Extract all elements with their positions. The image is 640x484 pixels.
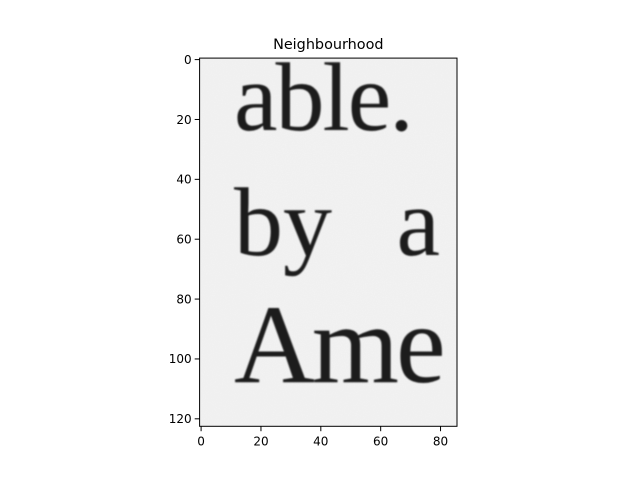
x-tick-label-1: 20 [253, 434, 268, 448]
y-tick-label-5: 100 [169, 352, 192, 366]
chart-title: Neighbourhood [273, 37, 383, 53]
y-tick-label-1: 20 [176, 113, 191, 127]
image-paper-texture [199, 58, 457, 427]
y-tick-label-6: 120 [169, 412, 192, 426]
image-text-line-2: by a [234, 169, 440, 277]
y-axis: 0 20 40 60 80 100 120 [169, 53, 200, 426]
y-tick-label-2: 40 [176, 173, 191, 187]
y-tick-label-3: 60 [176, 233, 191, 247]
x-tick-label-2: 40 [313, 434, 328, 448]
plot-image: able. by a Ame [199, 44, 457, 427]
x-axis: 0 20 40 60 80 [197, 426, 448, 448]
x-tick-label-0: 0 [197, 434, 205, 448]
y-tick-label-4: 80 [176, 292, 191, 306]
image-text-line-1: able. [234, 44, 412, 152]
x-tick-label-3: 60 [373, 434, 388, 448]
y-tick-label-0: 0 [184, 53, 192, 67]
axes-frame [199, 57, 458, 427]
image-text-line-3: Ame [234, 283, 443, 407]
x-tick-label-4: 80 [433, 434, 448, 448]
